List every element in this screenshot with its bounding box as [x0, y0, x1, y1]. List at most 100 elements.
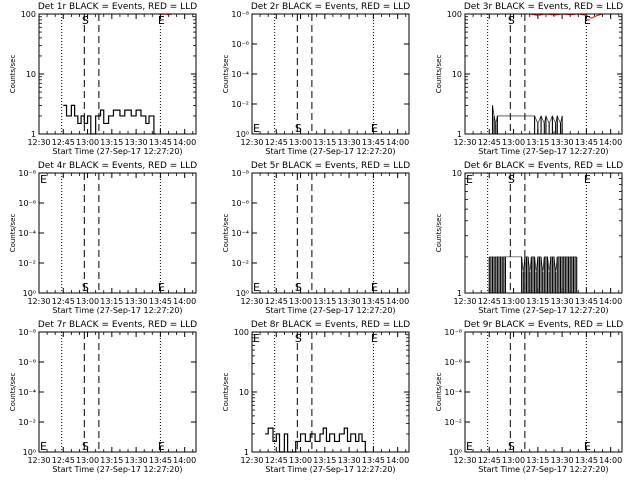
x-tick-label: 13:30: [338, 456, 361, 465]
x-tick-label: 14:00: [599, 297, 622, 306]
y-tick-label: 10⁰: [236, 130, 249, 139]
x-tick-label: 13:00: [502, 297, 525, 306]
y-tick-label: 10⁰: [236, 289, 249, 298]
x-tick-label: 12:45: [265, 456, 288, 465]
x-tick-label: 13:15: [313, 456, 336, 465]
x-tick-label: 12:45: [478, 138, 501, 147]
x-tick-label: 12:45: [478, 297, 501, 306]
x-tick-label: 14:00: [173, 138, 196, 147]
plot-frame: [464, 172, 623, 294]
y-tick-label: 10⁻⁶: [18, 199, 36, 208]
marker-label: E: [371, 332, 378, 345]
x-tick-label: 13:45: [149, 297, 172, 306]
panel-title: Det 4r BLACK = Events, RED = LLD: [38, 161, 197, 171]
y-axis-label: Counts/sec: [9, 373, 17, 412]
marker-label: E: [584, 440, 591, 453]
y-axis-label: Counts/sec: [222, 214, 230, 253]
y-tick-label: 10⁰: [449, 448, 462, 457]
x-tick-label: 13:15: [526, 456, 549, 465]
panel-title: Det 5r BLACK = Events, RED = LLD: [251, 161, 410, 171]
x-tick-label: 12:30: [453, 138, 476, 147]
x-tick-label: 13:45: [149, 138, 172, 147]
y-tick-label: 10: [239, 388, 249, 397]
y-tick-label: 100: [21, 10, 36, 19]
x-tick-label: 13:00: [502, 456, 525, 465]
y-tick-label: 10⁻²: [231, 100, 249, 109]
y-tick-label: 10⁻⁴: [231, 229, 249, 238]
panel-title: Det 1r BLACK = Events, RED = LLD: [38, 2, 197, 12]
x-axis-label: Start Time (27-Sep-17 12:27:20): [52, 147, 182, 156]
panel-title: Det 7r BLACK = Events, RED = LLD: [38, 320, 197, 330]
x-tick-label: 13:00: [76, 297, 99, 306]
x-tick-label: 13:45: [575, 138, 598, 147]
x-tick-label: 13:45: [362, 297, 385, 306]
marker-label: E: [466, 173, 473, 186]
y-tick-label: 10⁻⁶: [444, 358, 462, 367]
x-tick-label: 13:45: [149, 456, 172, 465]
y-tick-label: 10⁻⁸: [231, 10, 249, 19]
panel-title: Det 2r BLACK = Events, RED = LLD: [251, 2, 410, 12]
x-axis-label: Start Time (27-Sep-17 12:27:20): [265, 465, 395, 474]
y-tick-label: 10⁻²: [18, 418, 36, 427]
panel-8: Det 8r BLACK = Events, RED = LLD Counts/s…: [222, 320, 410, 474]
events-series-envelope: [492, 105, 563, 125]
x-axis-label: Start Time (27-Sep-17 12:27:20): [265, 147, 395, 156]
plot-frame: [251, 331, 410, 453]
y-tick-label: 10⁻⁸: [18, 328, 36, 337]
panel-title: Det 9r BLACK = Events, RED = LLD: [464, 320, 623, 330]
x-tick-label: 14:00: [599, 138, 622, 147]
y-tick-label: 10⁻⁴: [231, 70, 249, 79]
y-tick-label: 10⁻²: [18, 259, 36, 268]
y-tick-label: 1: [31, 130, 36, 139]
x-tick-label: 14:00: [386, 138, 409, 147]
y-axis-label: Counts/sec: [222, 55, 230, 94]
x-tick-label: 13:15: [526, 297, 549, 306]
plot-frame: [251, 172, 410, 294]
x-axis-label: Start Time (27-Sep-17 12:27:20): [478, 465, 608, 474]
x-tick-label: 13:45: [575, 456, 598, 465]
x-tick-label: 13:45: [362, 138, 385, 147]
y-tick-label: 100: [447, 10, 462, 19]
marker-label: E: [40, 173, 47, 186]
x-tick-label: 13:15: [313, 138, 336, 147]
y-tick-label: 10: [452, 169, 462, 178]
y-tick-label: 1: [244, 448, 249, 457]
y-axis-label: Counts/sec: [9, 214, 17, 253]
y-tick-label: 10⁻²: [444, 418, 462, 427]
marker-label: E: [466, 440, 473, 453]
plot-frame: [251, 13, 410, 135]
x-tick-label: 13:15: [526, 138, 549, 147]
x-tick-label: 13:30: [338, 297, 361, 306]
x-tick-label: 12:45: [265, 297, 288, 306]
x-tick-label: 12:45: [52, 456, 75, 465]
x-tick-label: 13:30: [338, 138, 361, 147]
y-tick-label: 10⁰: [23, 289, 36, 298]
y-tick-label: 1: [457, 289, 462, 298]
x-tick-label: 12:30: [27, 456, 50, 465]
marker-label: E: [158, 281, 165, 294]
y-axis-label: Counts/sec: [435, 214, 443, 253]
x-tick-label: 12:30: [453, 456, 476, 465]
plot-frame: [38, 331, 197, 453]
y-tick-label: 10⁻⁴: [18, 388, 36, 397]
marker-label: E: [158, 440, 165, 453]
y-axis-label: Counts/sec: [435, 373, 443, 412]
panel-1: Det 1r BLACK = Events, RED = LLD Counts/s…: [9, 2, 197, 156]
x-tick-label: 13:45: [575, 297, 598, 306]
x-tick-label: 13:30: [125, 138, 148, 147]
x-tick-label: 13:00: [289, 456, 312, 465]
x-tick-label: 12:45: [265, 138, 288, 147]
marker-label: S: [295, 332, 302, 345]
plot-frame: [464, 331, 623, 453]
x-tick-label: 14:00: [386, 456, 409, 465]
x-tick-label: 13:30: [125, 456, 148, 465]
panel-2: Det 2r BLACK = Events, RED = LLD Counts/s…: [222, 2, 410, 156]
x-tick-label: 12:45: [52, 297, 75, 306]
y-tick-label: 10⁻⁸: [231, 169, 249, 178]
x-tick-label: 13:45: [362, 456, 385, 465]
y-tick-label: 10⁻⁸: [18, 169, 36, 178]
panel-6: Det 6r BLACK = Events, RED = LLD Counts/s…: [435, 161, 623, 315]
panel-3: Det 3r BLACK = Events, RED = LLD Counts/s…: [435, 2, 623, 156]
x-tick-label: 13:30: [125, 297, 148, 306]
